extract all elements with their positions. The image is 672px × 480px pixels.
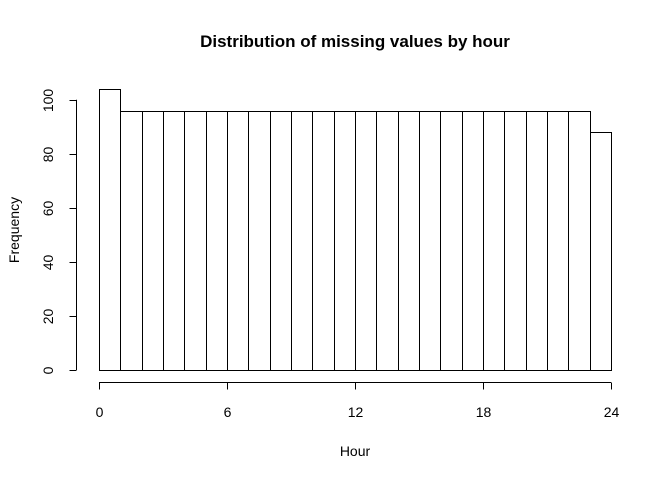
histogram-bar xyxy=(355,111,377,371)
histogram-bar xyxy=(227,111,249,371)
y-tick-label: 80 xyxy=(40,147,56,163)
histogram-bar xyxy=(504,111,527,371)
x-tick-label: 0 xyxy=(96,404,104,420)
y-tick-label: 40 xyxy=(40,255,56,271)
histogram-bar xyxy=(440,111,463,371)
histogram-bar xyxy=(376,111,399,371)
y-tick-label: 100 xyxy=(40,89,56,113)
chart-title: Distribution of missing values by hour xyxy=(200,32,510,51)
histogram-bar xyxy=(483,111,505,371)
y-tick-label: 0 xyxy=(40,366,56,374)
histogram-bar xyxy=(163,111,185,371)
histogram-bar xyxy=(184,111,207,371)
histogram-bar xyxy=(334,111,356,371)
x-axis: 0 6 12 18 24 xyxy=(96,382,620,420)
y-axis: 0 20 40 60 80 100 xyxy=(40,89,77,374)
histogram-bar xyxy=(462,111,484,371)
histogram-bar xyxy=(526,111,548,371)
histogram-bar xyxy=(206,111,228,371)
histogram-bar xyxy=(142,111,164,371)
histogram-bar xyxy=(312,111,335,371)
x-tick-label: 18 xyxy=(476,404,492,420)
x-tick-label: 6 xyxy=(224,404,232,420)
histogram-bar xyxy=(590,132,612,371)
histogram-bar xyxy=(291,111,313,371)
bars-group xyxy=(99,89,612,371)
y-tick-label: 60 xyxy=(40,201,56,217)
histogram-bar xyxy=(419,111,441,371)
y-tick-label: 20 xyxy=(40,309,56,325)
histogram-bar xyxy=(547,111,569,371)
y-axis-label: Frequency xyxy=(6,197,22,263)
histogram-bar xyxy=(568,111,591,371)
x-axis-label: Hour xyxy=(340,443,371,459)
histogram-bar xyxy=(398,111,420,371)
histogram-bar xyxy=(248,111,271,371)
x-tick-label: 12 xyxy=(348,404,364,420)
histogram-bar xyxy=(120,111,143,371)
histogram-bar xyxy=(270,111,292,371)
x-tick-label: 24 xyxy=(604,404,620,420)
histogram-bar xyxy=(99,89,121,371)
